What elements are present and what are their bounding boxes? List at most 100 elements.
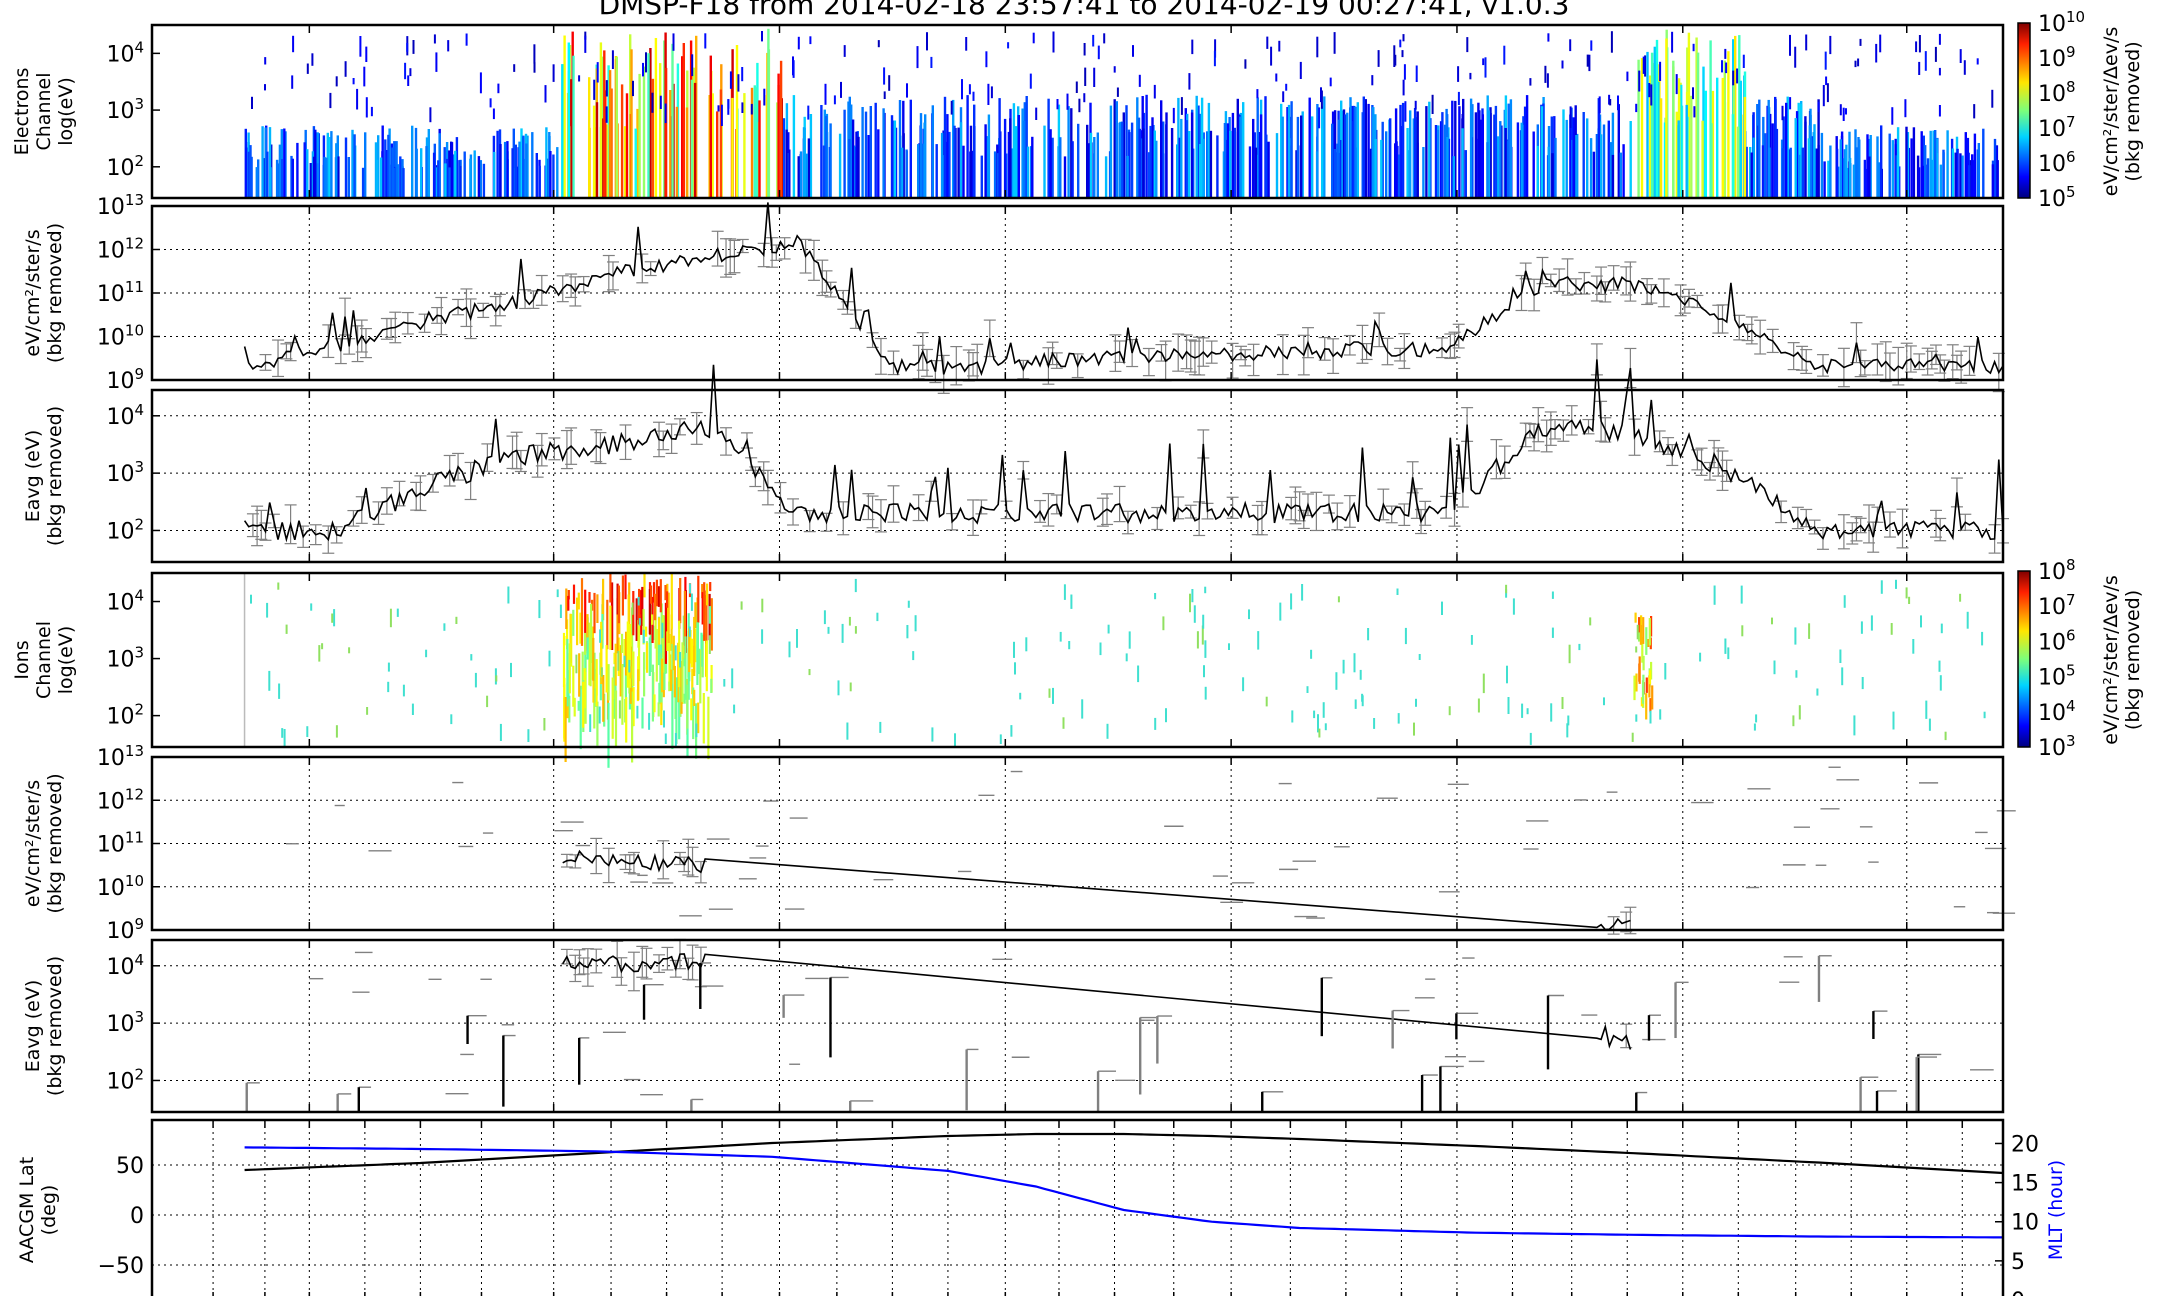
electron-spectrogram-cell: [1402, 79, 1405, 96]
electron-spectrogram-cell: [344, 61, 347, 77]
ion-spectrogram-cell: [1870, 615, 1873, 631]
ion-spectrogram-cell: [1724, 638, 1727, 654]
ion-spectrogram-cell: [1753, 723, 1756, 731]
ion-spectrogram-cell: [572, 665, 575, 707]
electron-spectrogram-cell: [1609, 99, 1612, 106]
ion-spectrogram-cell: [607, 702, 610, 768]
ion-spectrogram-cell: [637, 620, 640, 648]
ion-spectrogram-cell: [643, 652, 646, 697]
ion-spectrogram-cell: [1635, 714, 1638, 722]
electron-spectrogram-cell: [1520, 122, 1523, 198]
electron-spectrogram-cell: [303, 142, 306, 198]
ytick-label-right: 5: [2011, 1250, 2025, 1275]
ion-spectrogram-cell: [709, 582, 712, 592]
ion-spectrogram-cell: [657, 702, 660, 717]
panel-ion-avg-energy: 102 103 104 Eavg (eV)(bkg removed): [22, 938, 2005, 1114]
electron-spectrogram-cell: [1413, 108, 1417, 198]
electron-spectrogram-cell: [1768, 147, 1771, 198]
electron-spectrogram-cell: [1547, 146, 1550, 198]
ion-spectrogram-cell: [443, 623, 446, 631]
electron-spectrogram-cell: [1480, 119, 1483, 198]
electron-spectrogram-cell: [353, 134, 356, 198]
electron-spectrogram-cell: [1845, 144, 1848, 198]
electron-spectrogram-cell: [1416, 111, 1419, 198]
electron-spectrogram-cell: [1993, 138, 1997, 198]
electron-spectrogram-cell: [1233, 127, 1236, 198]
panel-ephemeris: −50 0 50 0 5 10 15 20 MLT (hour) AACGM Lat(deg): [16, 1118, 2067, 1296]
electron-spectrogram-cell: [1695, 37, 1698, 198]
electron-spectrogram-cell: [1067, 106, 1070, 198]
ion-spectrogram-cell: [1526, 708, 1529, 715]
ion-spectrogram-cell: [796, 629, 798, 648]
ytick-label: 102: [106, 701, 144, 730]
electron-spectrogram-cell: [463, 151, 466, 198]
electron-spectrogram-cell: [1675, 111, 1678, 198]
electron-spectrogram-cell: [406, 43, 409, 52]
ion-spectrogram-cell: [613, 686, 616, 700]
ion-spectrogram-cell: [708, 606, 711, 624]
ion-spectrogram-cell: [1561, 697, 1564, 709]
electron-spectrogram-cell: [1685, 104, 1688, 198]
electron-spectrogram-cell: [1145, 94, 1148, 198]
ion-spectrogram-cell: [1404, 627, 1407, 645]
ion-spectrogram-cell: [1052, 687, 1054, 704]
ion-spectrogram-cell: [306, 726, 309, 737]
electron-spectrogram-cell: [1597, 98, 1600, 198]
electron-spectrogram-cell: [883, 67, 886, 85]
ion-spectrogram-cell: [1642, 655, 1645, 671]
figure-title: DMSP-F18 from 2014-02-18 23:57:41 to 201…: [599, 0, 1570, 21]
ytick-label: 102: [106, 515, 144, 544]
electron-spectrogram-cell: [365, 46, 368, 62]
electron-spectrogram-cell: [376, 159, 379, 198]
electron-spectrogram-cell: [883, 91, 886, 99]
electron-spectrogram-cell: [1206, 131, 1209, 198]
electron-spectrogram-cell: [1745, 146, 1748, 198]
ion-spectrogram-cell: [568, 695, 571, 723]
electron-spectrogram-cell: [625, 93, 629, 198]
electron-spectrogram-cell: [1829, 145, 1832, 198]
panel-frame: [150, 1118, 2005, 1296]
electron-spectrogram-cell: [1839, 104, 1842, 116]
electron-spectrogram-cell: [325, 157, 328, 198]
ion-spectrogram-cell: [1649, 698, 1652, 713]
electron-spectrogram-cell: [785, 129, 788, 198]
electron-spectrogram-cell: [654, 38, 658, 198]
ylabel-ion-spectrogram: IonsChannellog(eV): [11, 621, 77, 699]
ion-spectrogram-cell: [1861, 677, 1864, 690]
ion-spectrogram-cell: [335, 725, 338, 738]
ion-spectrogram-cell: [1648, 618, 1651, 646]
electron-spectrogram-cell: [1991, 164, 1995, 198]
electron-spectrogram-cell: [630, 49, 633, 198]
ion-spectrogram-cell: [621, 575, 624, 616]
ion-spectrogram-cell: [694, 628, 697, 663]
electron-spectrogram-cell: [647, 53, 650, 199]
electron-spectrogram-cell: [479, 160, 482, 198]
electron-spectrogram-cell: [1401, 102, 1405, 198]
electron-spectrogram-cell: [642, 66, 646, 198]
electron-spectrogram-cell: [277, 163, 280, 198]
electron-spectrogram-cell: [1320, 87, 1322, 103]
electron-spectrogram-cell: [1848, 157, 1852, 198]
electron-spectrogram-cell: [608, 70, 612, 198]
ion-spectrogram-cell: [1808, 623, 1811, 639]
electron-spectrogram-cell: [1835, 148, 1839, 198]
electron-spectrogram-cell: [1569, 114, 1572, 198]
ion-spectrogram-cell: [396, 608, 399, 617]
electron-spectrogram-cell: [1229, 130, 1232, 198]
electron-spectrogram-cell: [535, 153, 538, 198]
ion-spectrogram-cell: [1860, 621, 1863, 634]
ion-spectrogram-cell: [1928, 718, 1931, 731]
ylabel-ephemeris: AACGM Lat(deg): [16, 1157, 60, 1263]
electron-spectrogram-cell: [1789, 97, 1792, 110]
electron-spectrogram-cell: [1880, 125, 1883, 198]
electron-spectrogram-cell: [792, 95, 796, 198]
ion-spectrogram-cell: [1477, 698, 1480, 713]
electron-spectrogram-cell: [1316, 104, 1319, 198]
panel-frame: [150, 23, 2005, 200]
ion-spectrogram-cell: [678, 682, 681, 740]
electron-spectrogram-cell: [1942, 152, 1945, 198]
electron-spectrogram-cell: [1132, 45, 1134, 57]
ion-spectrogram-cell: [931, 727, 934, 742]
ion-spectrogram-cell: [588, 592, 591, 603]
electron-spectrogram-cell: [1622, 144, 1625, 198]
